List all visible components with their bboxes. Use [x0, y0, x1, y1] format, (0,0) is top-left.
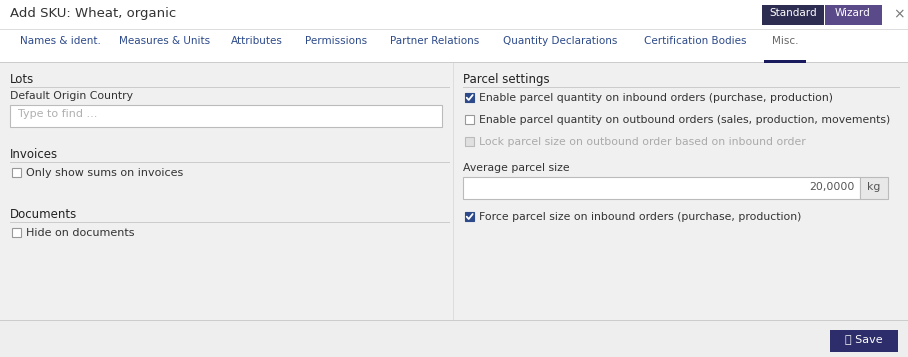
Text: Enable parcel quantity on inbound orders (purchase, production): Enable parcel quantity on inbound orders… — [479, 93, 833, 103]
Bar — [0, 0, 908, 30]
Text: Lock parcel size on outbound order based on inbound order: Lock parcel size on outbound order based… — [479, 137, 805, 147]
Text: Names & ident.: Names & ident. — [20, 36, 101, 46]
Bar — [0, 30, 908, 63]
Text: 20,0000: 20,0000 — [810, 182, 855, 192]
Bar — [465, 115, 474, 124]
Bar — [465, 93, 474, 102]
Bar — [463, 87, 900, 88]
Bar — [860, 177, 888, 199]
Text: Force parcel size on inbound orders (purchase, production): Force parcel size on inbound orders (pur… — [479, 212, 802, 222]
Text: Wizard: Wizard — [835, 8, 871, 18]
Bar — [0, 321, 908, 357]
Text: ×: × — [893, 7, 904, 21]
Text: Quantity Declarations: Quantity Declarations — [503, 36, 617, 46]
Bar — [10, 87, 450, 88]
Text: Invoices: Invoices — [10, 148, 58, 161]
Text: Default Origin Country: Default Origin Country — [10, 91, 133, 101]
Text: Standard: Standard — [769, 8, 817, 18]
Text: Documents: Documents — [10, 208, 77, 221]
Bar — [825, 5, 882, 25]
Text: Measures & Units: Measures & Units — [119, 36, 210, 46]
Text: Attributes: Attributes — [231, 36, 283, 46]
Bar — [765, 60, 806, 63]
Text: Only show sums on invoices: Only show sums on invoices — [26, 168, 183, 178]
Text: Average parcel size: Average parcel size — [463, 163, 569, 173]
Bar — [453, 63, 454, 320]
Bar — [10, 162, 450, 163]
Text: Permissions: Permissions — [305, 36, 367, 46]
Text: Lots: Lots — [10, 73, 35, 86]
Bar — [12, 168, 21, 177]
Text: 💾 Save: 💾 Save — [845, 334, 883, 344]
Text: Hide on documents: Hide on documents — [26, 228, 134, 238]
Bar — [0, 62, 908, 63]
Text: Type to find ...: Type to find ... — [18, 109, 97, 119]
Text: Parcel settings: Parcel settings — [463, 73, 549, 86]
Text: Enable parcel quantity on outbound orders (sales, production, movements): Enable parcel quantity on outbound order… — [479, 115, 890, 125]
Bar — [12, 228, 21, 237]
Text: Partner Relations: Partner Relations — [390, 36, 479, 46]
Text: Misc.: Misc. — [772, 36, 799, 46]
Text: kg: kg — [867, 182, 881, 192]
Bar — [830, 330, 898, 352]
Bar — [0, 63, 908, 323]
Bar — [10, 222, 450, 223]
Bar — [762, 5, 824, 25]
Bar — [0, 320, 908, 321]
Bar — [0, 29, 908, 30]
Bar — [10, 105, 442, 127]
Bar — [465, 212, 474, 221]
Bar — [465, 137, 474, 146]
Text: Certification Bodies: Certification Bodies — [644, 36, 746, 46]
Bar — [463, 177, 860, 199]
Text: Add SKU: Wheat, organic: Add SKU: Wheat, organic — [10, 7, 176, 20]
